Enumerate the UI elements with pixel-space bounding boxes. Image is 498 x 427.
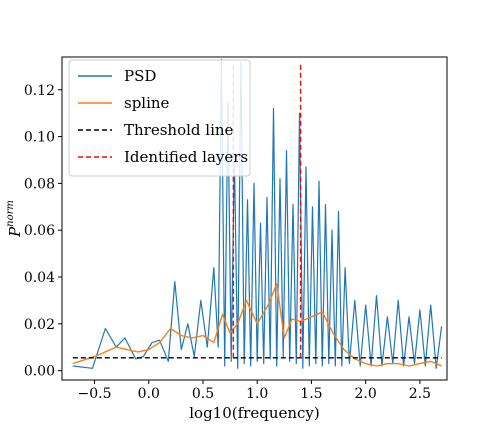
legend: PSD spline Threshold line Identified layers <box>68 59 251 177</box>
y-axis-label-superscript: norm <box>5 200 16 227</box>
psd-line <box>72 58 443 369</box>
y-axis-label-main: P <box>6 226 24 238</box>
legend-label: PSD <box>124 67 156 85</box>
x-tick-label: 1.5 <box>300 386 322 402</box>
y-tick-label: 0.12 <box>24 83 55 99</box>
x-tick-label: −0.5 <box>78 386 112 402</box>
x-axis-label: log10(frequency) <box>189 404 320 422</box>
x-tick-label: 0.5 <box>192 386 214 402</box>
x-tick-label: 2.5 <box>409 386 431 402</box>
y-tick-label: 0.06 <box>24 223 55 239</box>
y-tick-label: 0.02 <box>24 317 55 333</box>
x-tick-label: 2.0 <box>355 386 377 402</box>
identified-layers-series <box>232 61 302 358</box>
plot-frame <box>61 56 448 381</box>
y-tick-label: 0.10 <box>24 130 55 146</box>
plot-area <box>72 58 443 369</box>
spline-line <box>72 283 442 367</box>
x-axis: −0.5 0.0 0.5 1.0 1.5 2.0 2.5 <box>78 380 431 402</box>
x-tick-label: 0.0 <box>138 386 160 402</box>
y-tick-label: 0.04 <box>24 270 55 286</box>
y-tick-label: 0.08 <box>24 176 55 192</box>
legend-label: spline <box>124 94 170 112</box>
legend-box <box>68 59 251 177</box>
y-axis: 0.00 0.02 0.04 0.06 0.08 0.10 0.12 <box>24 83 62 380</box>
y-tick-label: 0.00 <box>24 364 55 380</box>
legend-label: Identified layers <box>124 148 248 166</box>
y-axis-label: Pnorm <box>5 200 24 238</box>
x-tick-label: 1.0 <box>246 386 268 402</box>
spline-series <box>72 283 442 367</box>
legend-label: Threshold line <box>124 121 234 139</box>
psd-series <box>72 58 443 369</box>
